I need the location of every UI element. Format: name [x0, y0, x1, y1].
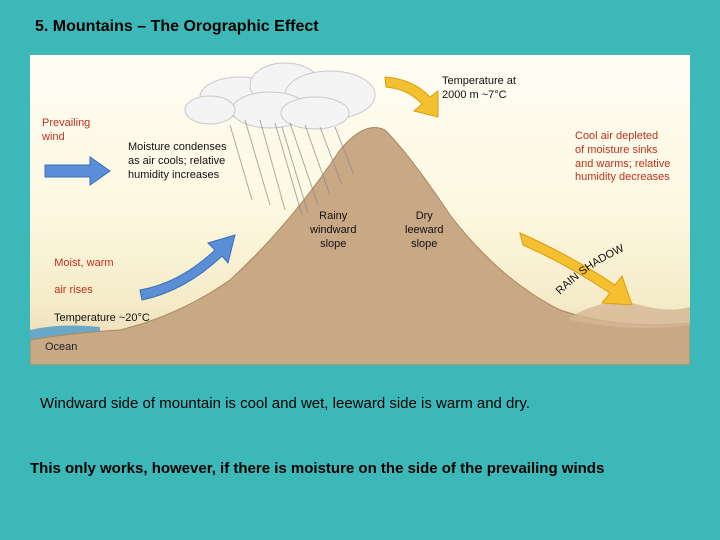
orographic-diagram: RAIN SHADOW Prevailing wind Moist, warm … [30, 55, 690, 365]
label-ocean: Ocean [45, 341, 77, 353]
label-prevailing-wind: Prevailing wind [42, 117, 90, 145]
label-temp2000: Temperature at 2000 m ~7°C [442, 75, 516, 103]
label-dry: Dry leeward slope [405, 210, 444, 251]
arrow-temp-2000 [385, 77, 438, 117]
label-rainy: Rainy windward slope [310, 210, 356, 251]
label-moist-warm: Moist, warm air rises Temperature ~20°C [42, 243, 150, 339]
label-cool-air: Cool air depleted of moisture sinks and … [575, 130, 670, 185]
arrow-descending-air [520, 233, 632, 305]
label-condenses: Moisture condenses as air cools; relativ… [128, 141, 226, 182]
cloud-group [185, 63, 375, 129]
caption-moisture-note: This only works, however, if there is mo… [30, 460, 604, 477]
caption-windward-leeward: Windward side of mountain is cool and we… [40, 395, 530, 412]
page-title: 5. Mountains – The Orographic Effect [35, 18, 319, 36]
arrow-prevailing-wind [45, 157, 110, 185]
